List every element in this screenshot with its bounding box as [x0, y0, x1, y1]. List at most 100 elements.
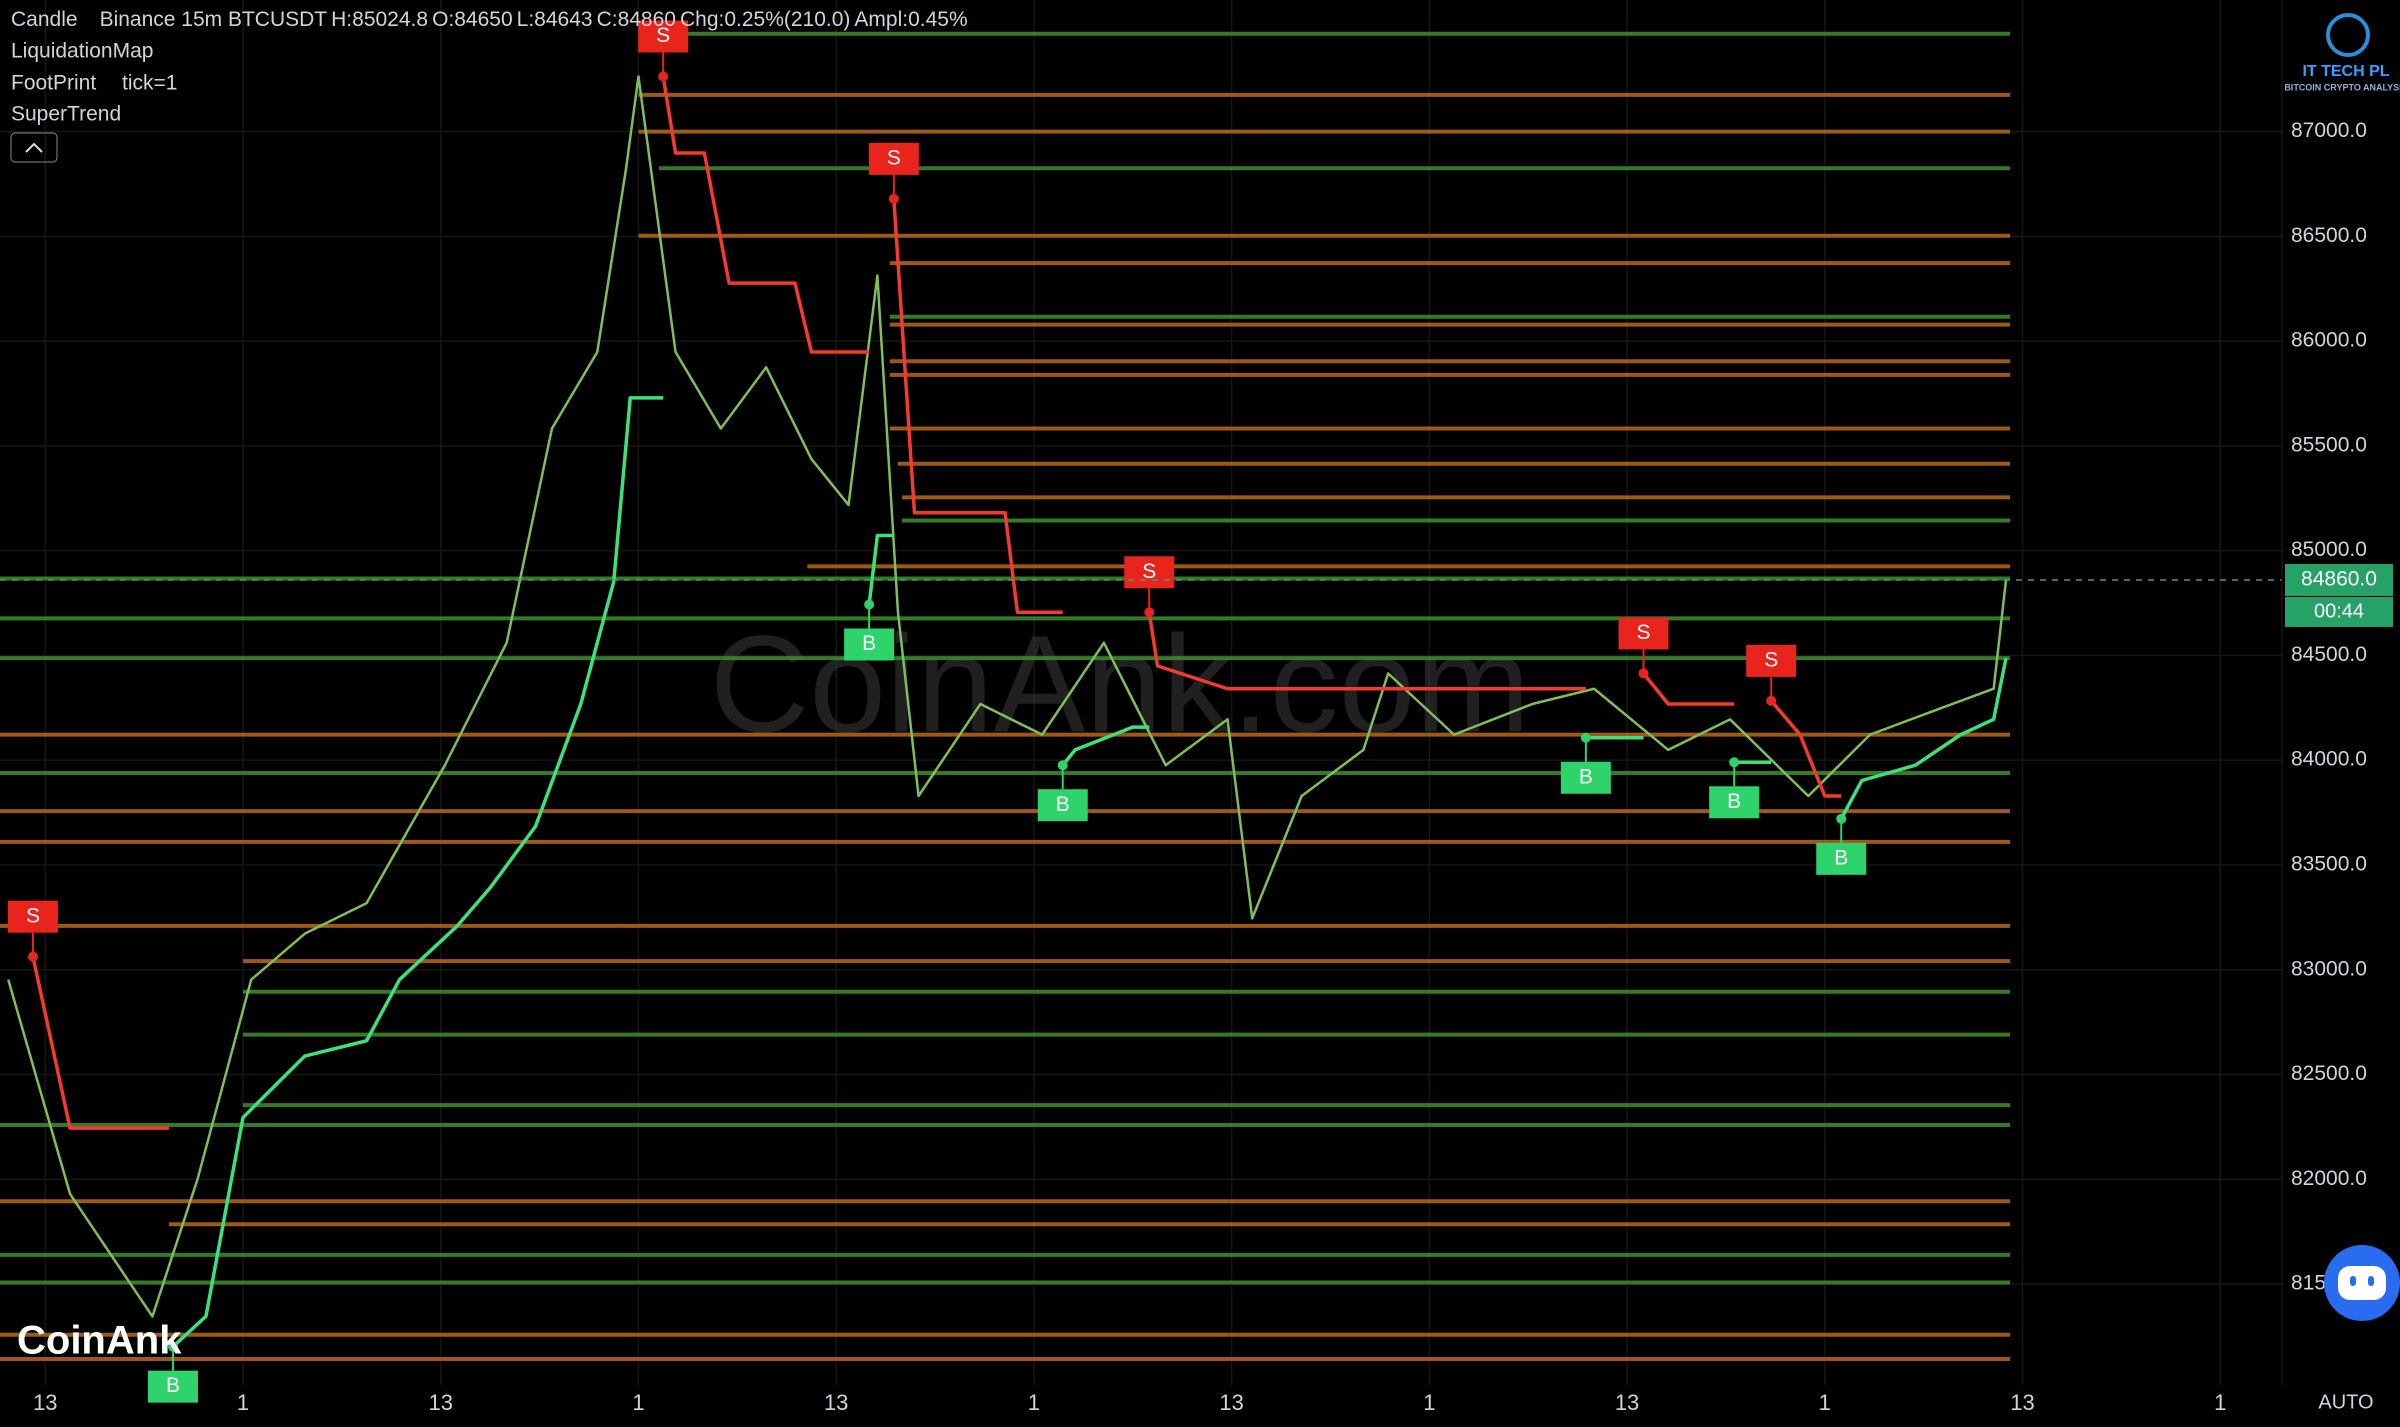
series-line	[171, 396, 2008, 1348]
y-tick-label: 85500.0	[2291, 433, 2367, 456]
signal-label: S	[1637, 621, 1651, 644]
x-tick-label: 13	[33, 1390, 57, 1415]
signal-box	[7, 900, 58, 933]
y-tick-label: 82000.0	[2291, 1167, 2367, 1190]
signal-dot	[1144, 607, 1155, 618]
signal-box	[1746, 644, 1797, 677]
brand: CoinAnk	[17, 1319, 182, 1363]
signal-dot	[1057, 760, 1068, 771]
liquidation-levels	[0, 31, 2011, 1362]
signal-label: S	[887, 146, 901, 169]
signal-label: B	[1727, 790, 1741, 813]
price-tag-label: 84860.0	[2301, 568, 2377, 591]
signal-box	[868, 142, 919, 175]
signal-dot	[1580, 732, 1591, 743]
x-tick-label: 1	[1423, 1390, 1435, 1415]
indicator: SuperTrend	[11, 103, 121, 126]
x-tick-label: 1	[632, 1390, 644, 1415]
signal-box	[844, 628, 895, 661]
signal-dot	[27, 951, 38, 962]
header-item: Chg:0.25%(210.0)	[680, 8, 850, 31]
header-item: Binance 15m BTCUSDT	[100, 8, 328, 31]
signal-dot	[888, 193, 899, 204]
signal-dot	[658, 71, 669, 82]
header-item: C:84860	[597, 8, 676, 31]
signal-box	[1560, 761, 1611, 794]
x-tick-label: 1	[2214, 1390, 2226, 1415]
button-frame[interactable]	[10, 132, 58, 163]
signal-dot	[1836, 813, 1847, 824]
signal-box	[1618, 617, 1669, 650]
signal-label: B	[1834, 846, 1848, 869]
assistant-button[interactable]	[2324, 1245, 2400, 1321]
signal-box	[638, 20, 689, 53]
header-item: L:84643	[517, 8, 593, 31]
x-tick-label: 1	[1819, 1390, 1831, 1415]
assistant-eye[interactable]	[2368, 1276, 2374, 1286]
signal-box	[1709, 786, 1760, 819]
logo-title: IT TECH PL	[2302, 63, 2389, 80]
y-tick-label: 86500.0	[2291, 224, 2367, 247]
y-tick-label: 85000.0	[2291, 538, 2367, 561]
indicator: tick=1	[122, 72, 177, 95]
signal-box	[1124, 556, 1175, 589]
signals: S S S S S S B B B B B B	[7, 20, 1867, 1403]
x-tick-label: 13	[1219, 1390, 1243, 1415]
countdown-tag	[2285, 596, 2393, 627]
signal-label: S	[26, 904, 40, 927]
header-item: Candle	[11, 8, 78, 31]
signal-label: B	[1579, 765, 1593, 788]
signal-label: B	[862, 632, 876, 655]
y-tick-label: 82500.0	[2291, 1062, 2367, 1085]
header-item: H:85024.8	[331, 8, 428, 31]
signal-dot	[1729, 757, 1740, 768]
signal-dot	[1766, 695, 1777, 706]
y-tick-label: 84000.0	[2291, 748, 2367, 771]
signal-label: B	[1056, 793, 1070, 816]
y-tick-label: 87000.0	[2291, 119, 2367, 142]
y-tick-label: 83000.0	[2291, 957, 2367, 980]
chart-header: Candle Binance 15m BTCUSDT H:85024.8 O:8465…	[11, 8, 968, 31]
signal-label: S	[1764, 648, 1778, 671]
indicator: FootPrint	[11, 72, 96, 95]
y-tick-label: 84500.0	[2291, 643, 2367, 666]
x-tick-label: 1	[237, 1390, 249, 1415]
price-axis	[2282, 0, 2400, 1385]
signal-box	[148, 1370, 199, 1403]
signal-label: S	[656, 24, 670, 47]
signal-dot	[1638, 668, 1649, 679]
assistant-face[interactable]	[2338, 1266, 2386, 1300]
watermark: CoinAnk.com	[710, 607, 1531, 761]
scale-mode[interactable]: AUTO	[2318, 1391, 2373, 1413]
signal-label: B	[166, 1374, 180, 1397]
indicator: LiquidationMap	[11, 40, 153, 63]
header-item: Ampl:0.45%	[854, 8, 967, 31]
x-tick-label: 13	[1615, 1390, 1639, 1415]
signal-dot	[168, 1341, 179, 1352]
price-tag	[2285, 563, 2393, 596]
logo-subtitle: BITCOIN CRYPTO ANALYSIS	[2284, 82, 2400, 92]
y-tick-label: 86000.0	[2291, 329, 2367, 352]
series-line	[7, 75, 2008, 1318]
series	[7, 75, 2008, 1348]
x-tick-label: 13	[429, 1390, 453, 1415]
signal-box	[1816, 842, 1867, 875]
signal-label: S	[1142, 560, 1156, 583]
x-tick-label: 13	[2010, 1390, 2034, 1415]
y-tick-label: 83500.0	[2291, 852, 2367, 875]
countdown-label: 00:44	[2314, 600, 2364, 622]
logo-icon	[2326, 13, 2370, 57]
assistant-eye[interactable]	[2350, 1276, 2356, 1286]
chevron-icon[interactable]	[25, 142, 43, 153]
logo: IT TECH PL BITCOIN CRYPTO ANALYSIS	[2284, 13, 2400, 92]
signal-box	[1037, 789, 1088, 822]
header-item: O:84650	[432, 8, 513, 31]
x-tick-label: 13	[824, 1390, 848, 1415]
x-tick-label: 1	[1028, 1390, 1040, 1415]
signal-dot	[864, 599, 875, 610]
series-line	[31, 76, 1842, 1130]
axes: 81500.082000.082500.083000.083500.084000…	[33, 119, 2393, 1415]
collapse-button[interactable]	[10, 132, 58, 163]
